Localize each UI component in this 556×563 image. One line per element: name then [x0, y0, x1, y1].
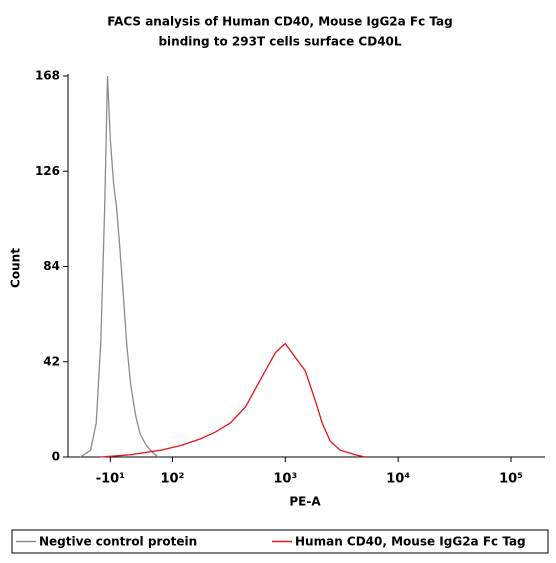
histogram-line — [100, 342, 366, 458]
x-tick-label: 10⁵ — [499, 472, 523, 487]
legend-label: Human CD40, Mouse IgG2a Fc Tag — [295, 535, 526, 549]
x-tick-label: 10⁴ — [386, 472, 410, 487]
x-tick-label: 10³ — [273, 472, 297, 487]
x-tick-label: -10¹ — [96, 472, 125, 487]
legend-box — [11, 529, 549, 554]
chart-title: FACS analysis of Human CD40, Mouse IgG2a… — [107, 15, 453, 29]
y-tick-label: 0 — [52, 450, 60, 464]
legend-label: Negtive control protein — [39, 535, 197, 549]
x-axis-label: PE-A — [289, 495, 321, 509]
y-tick-label: 42 — [43, 354, 60, 368]
y-tick-label: 84 — [43, 259, 60, 273]
y-axis-label: Count — [9, 248, 23, 288]
chart-title: binding to 293T cells surface CD40L — [158, 35, 401, 49]
x-tick-label: 10² — [161, 472, 185, 487]
y-tick-label: 126 — [35, 164, 60, 178]
y-tick-label: 168 — [35, 69, 60, 83]
histogram-line — [80, 75, 159, 458]
